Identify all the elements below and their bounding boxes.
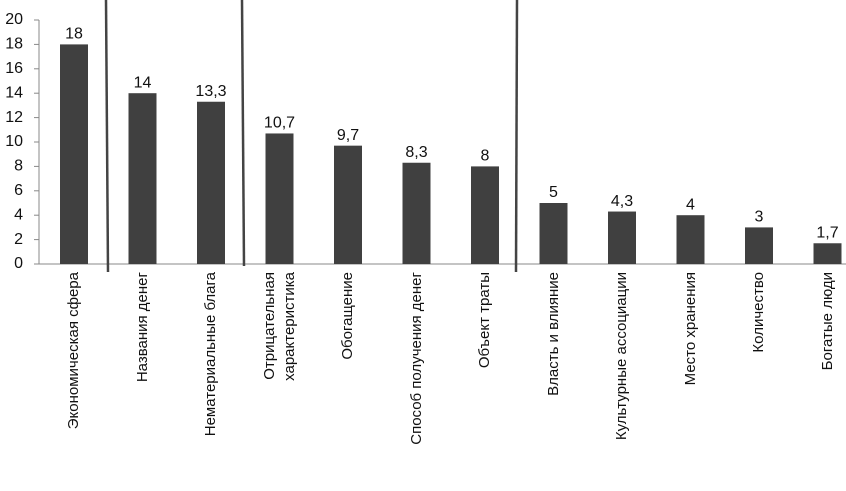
value-label: 3 bbox=[755, 209, 764, 226]
y-tick-label: 8 bbox=[14, 158, 23, 175]
x-tick-label: Культурные ассоциации bbox=[613, 272, 630, 441]
x-tick-label: Обогащение bbox=[339, 272, 356, 360]
y-tick-label: 0 bbox=[14, 255, 23, 272]
x-tick-label: Нематериальные блага bbox=[202, 272, 219, 437]
y-tick-label: 16 bbox=[5, 60, 23, 77]
bar bbox=[745, 227, 773, 264]
bar bbox=[128, 93, 157, 264]
bar bbox=[60, 44, 88, 265]
y-tick-label: 20 bbox=[5, 11, 23, 28]
separator bbox=[514, 0, 519, 273]
y-tick-label: 2 bbox=[14, 231, 23, 248]
bar bbox=[197, 101, 225, 265]
x-tick-label: Богатые люди bbox=[818, 272, 836, 371]
separator bbox=[104, 0, 110, 273]
x-tick-label: Названия денег bbox=[133, 272, 151, 383]
value-label: 4,3 bbox=[611, 193, 633, 210]
value-label: 8 bbox=[481, 148, 490, 165]
value-label: 5 bbox=[549, 184, 558, 201]
x-tick-label: Отрицательная характеристика bbox=[260, 272, 298, 381]
y-tick-label: 12 bbox=[5, 109, 23, 126]
x-tick-label: Место хранения bbox=[681, 272, 699, 386]
value-label: 10,7 bbox=[264, 115, 295, 132]
x-tick-label: Способ получения денег bbox=[407, 272, 425, 445]
bar bbox=[402, 162, 431, 264]
bar bbox=[471, 166, 499, 264]
x-tick-label: Экономическая сфера bbox=[65, 272, 82, 430]
bar bbox=[813, 243, 842, 264]
y-tick-label: 4 bbox=[14, 206, 23, 223]
value-label: 18 bbox=[65, 26, 83, 43]
value-label: 14 bbox=[134, 74, 152, 91]
bar bbox=[676, 215, 705, 264]
x-tick-label: Власть и влияние bbox=[544, 272, 562, 396]
value-label: 9,7 bbox=[337, 127, 359, 144]
bar bbox=[334, 145, 362, 264]
y-tick-label: 6 bbox=[14, 182, 23, 199]
y-tick-label: 14 bbox=[5, 84, 23, 101]
bar bbox=[608, 211, 636, 264]
value-label: 8,3 bbox=[405, 144, 427, 161]
value-label: 1,7 bbox=[816, 224, 838, 241]
x-tick-label: Объект траты bbox=[476, 272, 493, 369]
x-tick-label: Количество bbox=[750, 272, 767, 353]
bar bbox=[265, 133, 294, 264]
y-tick-label: 10 bbox=[5, 133, 23, 150]
bar bbox=[539, 203, 568, 264]
y-tick-label: 18 bbox=[5, 36, 23, 53]
value-label: 13,3 bbox=[195, 83, 226, 100]
value-label: 4 bbox=[686, 196, 695, 213]
separator bbox=[240, 0, 246, 267]
